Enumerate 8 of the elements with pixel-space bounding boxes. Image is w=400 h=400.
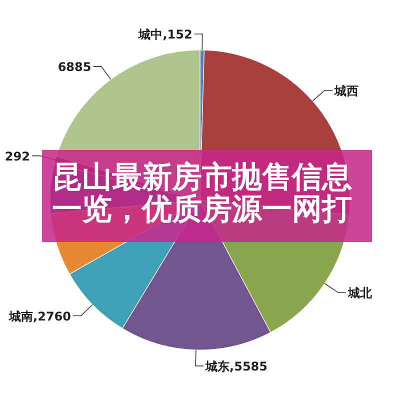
slice-label: 城中,152	[138, 28, 192, 42]
title: 昆山最新房市抛售信息一览，优质房源一网打	[42, 150, 372, 242]
slice-label: 城西	[334, 84, 359, 98]
data-label: 292	[4, 149, 30, 164]
slice-label: 城北	[346, 286, 373, 300]
slice-label: 城南,2760	[8, 309, 72, 324]
data-label: 6885	[58, 60, 92, 74]
slice-label: 城东,5585	[204, 359, 268, 374]
